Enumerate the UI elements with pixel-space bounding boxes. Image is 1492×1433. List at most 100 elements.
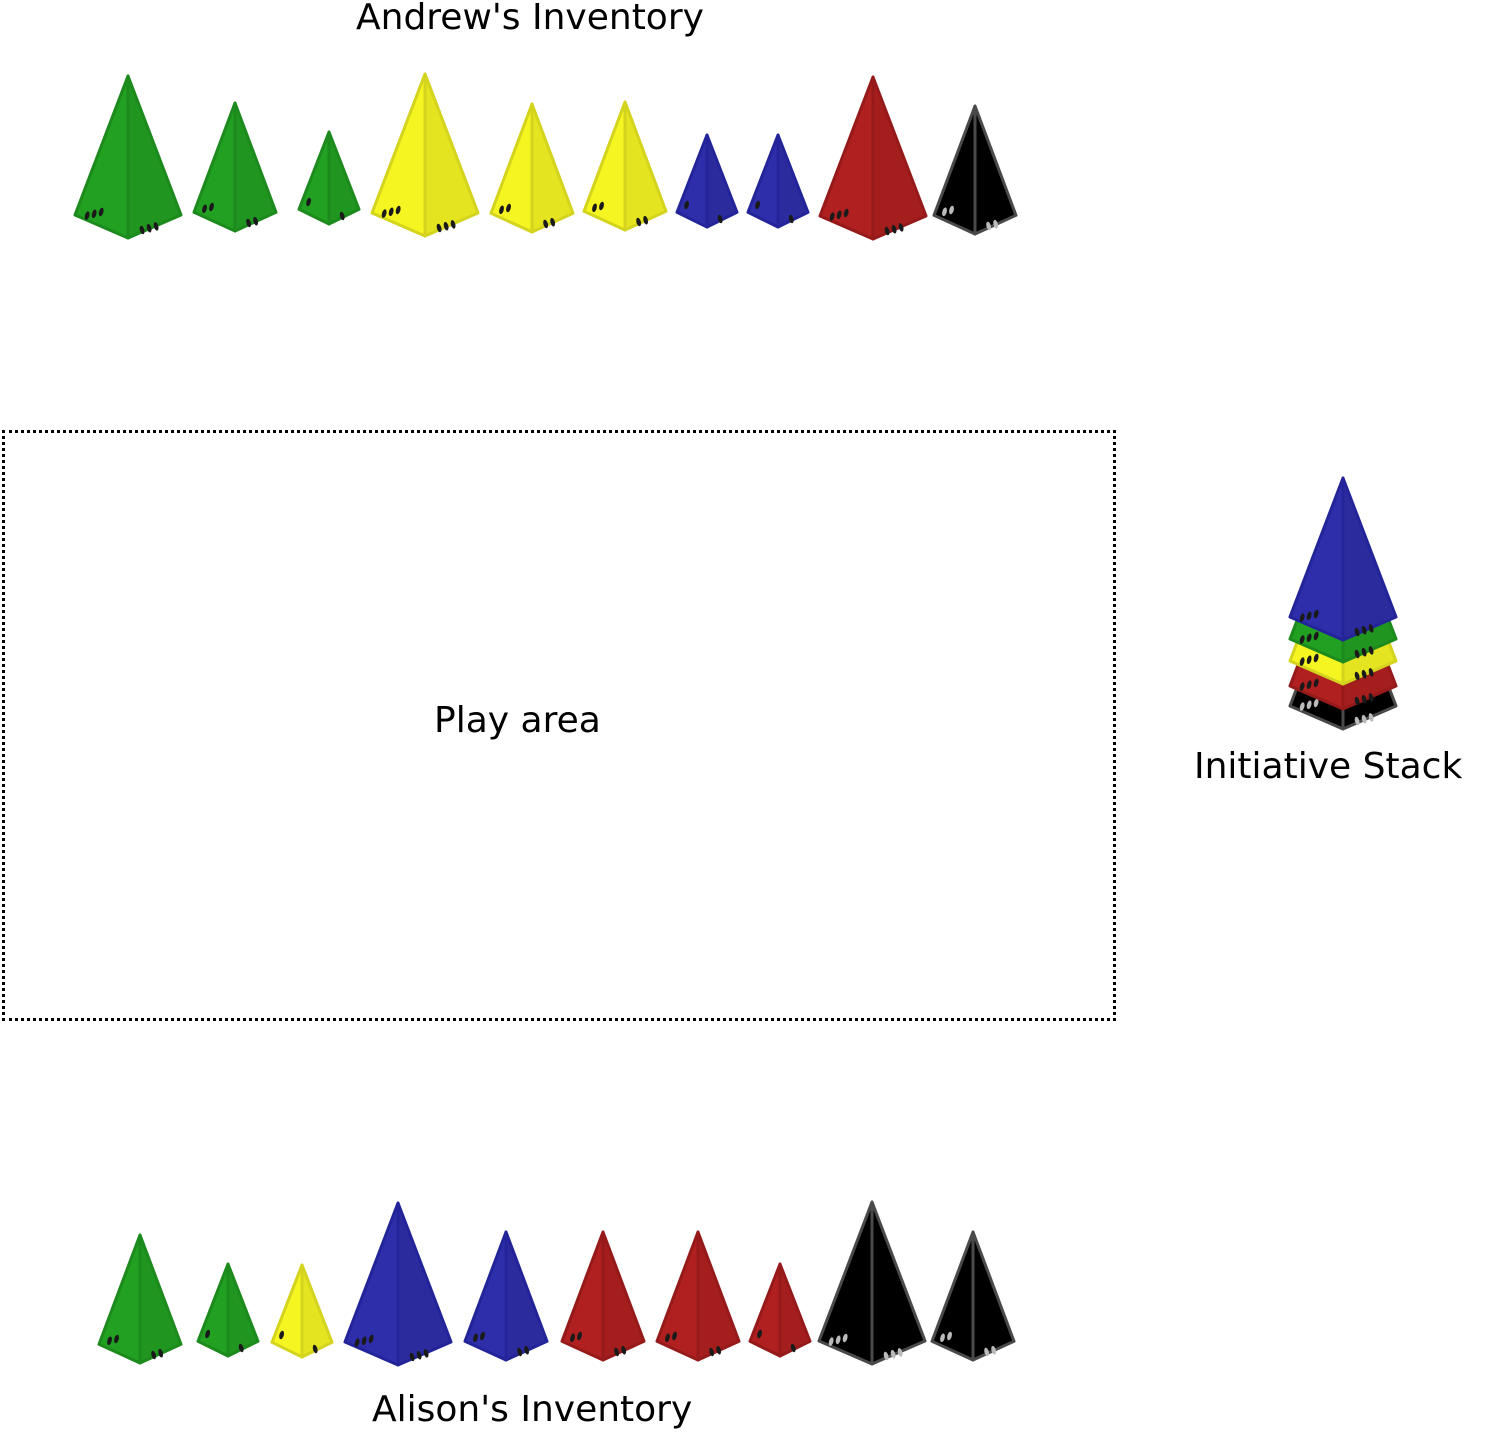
pip-mark: [524, 1345, 530, 1355]
andrew-piece-yellow[interactable]: [370, 72, 480, 238]
pip-mark: [1368, 624, 1374, 633]
pip-mark: [636, 217, 642, 227]
andrew-piece-green[interactable]: [73, 74, 183, 240]
pip-mark: [84, 211, 90, 220]
pip-mark: [1361, 625, 1367, 635]
pip-mark: [436, 223, 442, 233]
pip-mark: [717, 214, 723, 224]
pip-mark: [550, 217, 556, 227]
pip-mark: [828, 1337, 834, 1346]
andrew-piece-blue[interactable]: [746, 133, 810, 229]
pip-mark: [450, 220, 456, 229]
pip-mark: [1306, 680, 1312, 690]
pip-mark: [279, 1330, 285, 1340]
alison-piece-red[interactable]: [560, 1230, 646, 1362]
alison-piece-red[interactable]: [655, 1230, 741, 1362]
alison-piece-green[interactable]: [97, 1233, 183, 1365]
andrew-piece-blue[interactable]: [675, 133, 739, 229]
pip-mark: [891, 224, 897, 234]
pip-mark: [842, 1333, 848, 1343]
andrew-piece-green[interactable]: [192, 101, 278, 233]
pip-mark: [592, 203, 597, 213]
pip-mark: [897, 1348, 903, 1357]
pip-mark: [1299, 657, 1305, 666]
andrew-piece-yellow[interactable]: [489, 102, 575, 234]
pip-mark: [1368, 646, 1374, 655]
pip-mark: [395, 205, 401, 215]
pip-mark: [354, 1338, 360, 1347]
pip-mark: [1313, 653, 1319, 663]
pip-mark: [543, 219, 549, 229]
alison-inventory-pieces: [97, 1200, 1016, 1367]
pip-mark: [835, 1335, 841, 1345]
pip-mark: [1306, 633, 1312, 643]
alison-piece-black[interactable]: [930, 1230, 1016, 1362]
pip-mark: [1299, 613, 1305, 622]
pip-mark: [506, 203, 511, 213]
play-area[interactable]: [2, 430, 1116, 1021]
alison-piece-yellow[interactable]: [270, 1263, 334, 1359]
pip-mark: [1354, 716, 1360, 726]
pip-mark: [788, 214, 794, 224]
pip-mark: [1361, 694, 1367, 704]
pip-mark: [984, 1347, 990, 1357]
pip-mark: [151, 1350, 157, 1360]
pip-mark: [139, 225, 145, 235]
pip-mark: [757, 1329, 763, 1339]
pip-mark: [91, 209, 97, 219]
pip-mark: [238, 1343, 244, 1353]
stack-piece-blue[interactable]: [1288, 476, 1398, 642]
pip-mark: [621, 1345, 627, 1355]
alison-inventory-title: Alison's Inventory: [372, 1389, 693, 1430]
initiative-stack-label: Initiative Stack: [1194, 746, 1463, 787]
pip-mark: [339, 211, 345, 221]
pip-mark: [716, 1345, 722, 1355]
alison-piece-blue[interactable]: [463, 1230, 549, 1362]
pip-mark: [940, 1333, 945, 1343]
pip-mark: [312, 1344, 318, 1354]
andrew-inventory-title: Andrew's Inventory: [356, 0, 704, 38]
pip-mark: [361, 1336, 367, 1346]
pip-mark: [672, 1331, 677, 1341]
pip-mark: [158, 1348, 164, 1358]
pip-mark: [1361, 647, 1367, 657]
pip-mark: [883, 1351, 889, 1361]
alison-piece-black[interactable]: [817, 1200, 927, 1366]
pip-mark: [1361, 669, 1367, 679]
pip-mark: [986, 221, 992, 231]
initiative-stack-pieces: [1288, 476, 1398, 731]
pip-mark: [1299, 702, 1305, 711]
pip-mark: [1361, 714, 1367, 724]
pip-mark: [1313, 678, 1319, 688]
pip-mark: [423, 1349, 429, 1358]
pip-mark: [884, 226, 890, 236]
pip-mark: [388, 207, 394, 217]
pip-mark: [306, 197, 312, 207]
pip-mark: [755, 200, 761, 210]
pip-mark: [146, 223, 152, 233]
pip-mark: [381, 209, 387, 218]
pip-mark: [1354, 627, 1360, 637]
pip-mark: [480, 1331, 485, 1341]
andrew-piece-black[interactable]: [932, 104, 1018, 236]
alison-piece-red[interactable]: [748, 1262, 812, 1358]
pip-mark: [709, 1347, 715, 1357]
pip-mark: [368, 1334, 374, 1344]
alison-piece-green[interactable]: [196, 1262, 260, 1358]
play-area-label: Play area: [434, 700, 601, 741]
pip-mark: [107, 1336, 112, 1346]
pip-mark: [991, 1345, 997, 1355]
pip-mark: [829, 212, 835, 221]
pip-mark: [473, 1333, 478, 1343]
andrew-piece-green[interactable]: [297, 130, 361, 226]
alison-piece-blue[interactable]: [343, 1201, 453, 1367]
pip-mark: [416, 1350, 422, 1360]
pip-mark: [836, 210, 842, 220]
pip-mark: [790, 1343, 796, 1353]
pip-mark: [1368, 668, 1374, 677]
pip-mark: [153, 222, 159, 231]
pip-mark: [443, 221, 449, 231]
pip-mark: [98, 207, 104, 217]
andrew-piece-red[interactable]: [818, 75, 928, 241]
andrew-piece-yellow[interactable]: [582, 100, 668, 232]
